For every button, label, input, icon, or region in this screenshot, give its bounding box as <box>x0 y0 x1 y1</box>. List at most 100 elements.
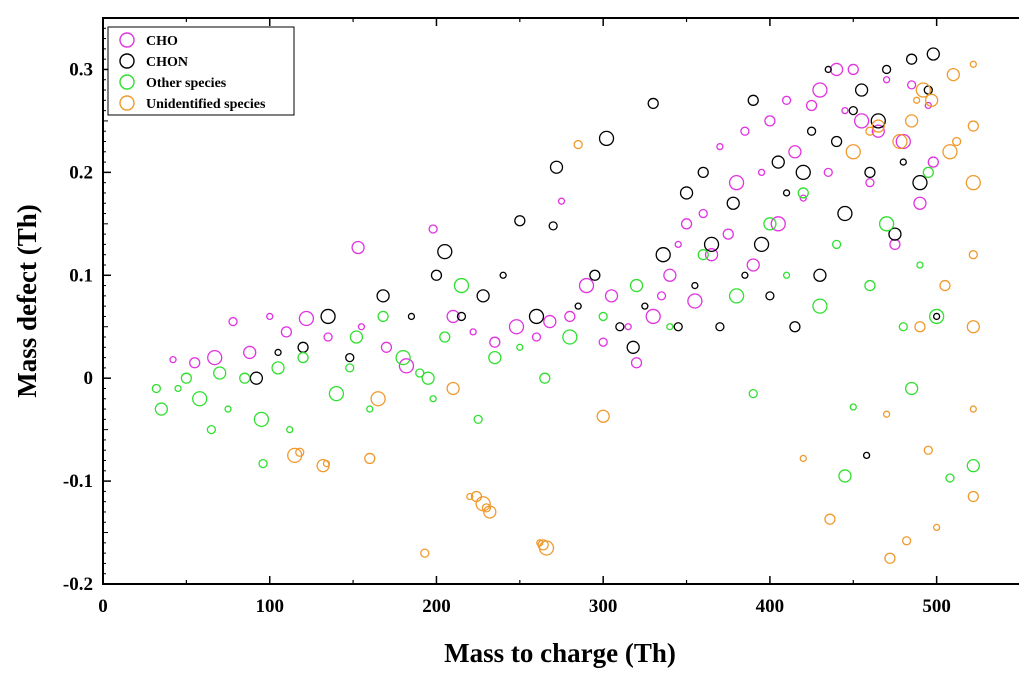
data-point <box>691 281 699 290</box>
data-point <box>924 93 939 107</box>
data-point <box>895 133 911 150</box>
legend: CHO CHON Other species Unidentified spec… <box>107 26 295 116</box>
data-point <box>892 133 908 150</box>
data-point <box>316 459 330 473</box>
data-point <box>862 451 871 460</box>
data-point <box>380 341 393 353</box>
data-point <box>853 113 870 129</box>
data-point <box>898 322 908 332</box>
data-point <box>716 142 724 151</box>
data-point <box>969 405 977 413</box>
x-axis-title: Mass to charge (Th) <box>444 638 676 668</box>
data-point <box>967 490 979 503</box>
data-point <box>889 238 901 251</box>
data-point <box>596 409 610 423</box>
data-point <box>192 391 208 407</box>
data-point <box>574 302 582 310</box>
data-point <box>395 349 411 366</box>
data-point <box>429 395 437 403</box>
data-point <box>514 215 526 227</box>
data-point <box>932 312 941 321</box>
data-point <box>782 271 791 279</box>
data-point <box>765 291 775 301</box>
data-point <box>469 328 477 336</box>
data-point <box>528 308 545 325</box>
y-tick-label: 0.1 <box>69 265 93 286</box>
data-point <box>704 248 719 262</box>
data-point <box>901 536 912 546</box>
data-point <box>728 288 745 304</box>
data-point <box>788 145 802 159</box>
series-1 <box>249 47 941 460</box>
data-point <box>824 65 832 74</box>
data-point <box>922 166 934 179</box>
legend-box <box>107 26 295 116</box>
data-point <box>882 410 891 418</box>
x-tick-label: 400 <box>756 596 785 617</box>
data-point <box>630 357 643 369</box>
data-point <box>537 539 549 551</box>
data-point <box>865 178 875 188</box>
data-point <box>287 447 303 464</box>
data-point <box>789 321 801 333</box>
data-point <box>687 293 703 309</box>
data-point <box>913 196 927 210</box>
data-point <box>878 216 895 232</box>
y-tick-label: 0 <box>84 368 94 389</box>
data-point <box>539 372 551 384</box>
data-point <box>916 261 924 269</box>
data-point <box>757 168 766 177</box>
data-point <box>481 503 492 513</box>
data-point <box>741 271 749 279</box>
data-point <box>799 194 807 202</box>
data-point <box>466 492 474 501</box>
data-point <box>848 105 858 116</box>
data-point <box>415 368 425 378</box>
data-point <box>228 316 238 327</box>
data-point <box>951 136 962 147</box>
data-point <box>351 240 365 255</box>
data-point <box>813 268 827 282</box>
data-point <box>906 80 917 90</box>
data-point <box>945 473 955 483</box>
data-point <box>673 322 683 332</box>
data-point <box>904 114 919 128</box>
x-axis-ticks: 0 100 200 300 400 500 <box>98 18 951 617</box>
data-point <box>562 329 578 345</box>
data-point <box>428 224 438 234</box>
x-tick-label: 0 <box>98 596 108 617</box>
legend-marker-cho <box>119 32 135 48</box>
data-point <box>965 175 981 191</box>
data-point <box>663 268 677 282</box>
data-point <box>865 126 875 136</box>
data-point <box>548 221 558 231</box>
data-point <box>666 323 674 331</box>
data-point <box>829 62 844 77</box>
data-point <box>345 363 355 373</box>
data-point <box>748 388 758 399</box>
data-point <box>882 76 891 84</box>
data-point <box>489 336 501 348</box>
data-point <box>297 351 309 364</box>
data-point <box>253 411 270 427</box>
y-tick-label: 0.3 <box>69 59 93 80</box>
data-point <box>942 144 958 160</box>
data-point <box>740 126 750 136</box>
data-point <box>377 310 389 323</box>
data-point <box>154 402 169 416</box>
plot-frame <box>102 17 1019 585</box>
data-point <box>615 322 625 332</box>
data-point <box>376 289 390 303</box>
data-point <box>271 361 285 375</box>
data-point <box>357 323 366 331</box>
data-point <box>697 249 709 261</box>
data-point <box>598 130 615 147</box>
data-point <box>926 47 940 61</box>
data-point <box>549 160 564 174</box>
data-point <box>830 135 843 148</box>
axes: 0 100 200 300 400 500 -0.2 -0.1 0 0.1 0.2 0.3 <box>63 17 1019 617</box>
data-point <box>439 331 451 343</box>
data-point <box>782 189 791 197</box>
data-point <box>398 358 415 374</box>
